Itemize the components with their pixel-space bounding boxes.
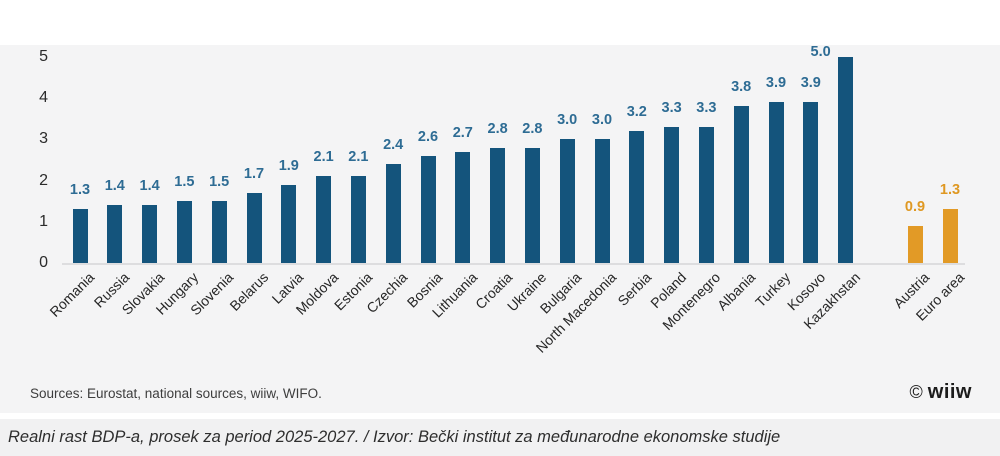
- bar-moldova: [316, 176, 332, 263]
- value-label-hungary: 1.5: [174, 174, 195, 191]
- bar-slovakia: [142, 205, 158, 263]
- bar-estonia: [350, 176, 366, 263]
- y-axis-tick-5: 5: [39, 48, 48, 65]
- value-label-estonia: 2.1: [348, 149, 369, 166]
- bar-bulgaria: [559, 139, 575, 263]
- bar-lithuania: [455, 151, 471, 263]
- y-axis-tick-2: 2: [39, 171, 48, 189]
- value-label-lithuania: 2.7: [452, 124, 473, 141]
- bar-belarus: [246, 192, 262, 263]
- bar-romania: [72, 209, 88, 263]
- value-label-czechia: 2.4: [383, 137, 404, 154]
- value-label-belarus: 1.7: [243, 165, 265, 182]
- caption-text: Realni rast BDP-a, prosek za period 2025…: [8, 428, 781, 446]
- x-axis-baseline: [62, 263, 965, 265]
- sources-note: Sources: Eurostat, national sources, wii…: [30, 386, 322, 401]
- value-label-turkey: 3.9: [765, 75, 787, 92]
- value-label-croatia: 2.8: [487, 120, 508, 137]
- value-label-austria: 0.9: [904, 198, 926, 215]
- value-label-russia: 1.4: [104, 178, 125, 195]
- bar-latvia: [281, 184, 297, 263]
- wiiw-logo: © wiiw: [910, 382, 973, 402]
- caption-strip: Realni rast BDP-a, prosek za period 2025…: [0, 419, 1000, 456]
- value-label-romania: 1.3: [69, 182, 91, 199]
- value-label-albania: 3.8: [731, 79, 752, 96]
- value-label-kosovo: 3.9: [800, 75, 821, 92]
- plot-area: 0 1 2 3 4 5 1.3 Romania 1.4 Russia 1.4 Slovakia 1.5 H…: [0, 44, 1000, 413]
- bar-turkey: [768, 102, 784, 263]
- bar-poland: [664, 127, 680, 263]
- value-label-slovenia: 1.5: [209, 174, 230, 191]
- y-axis-tick-0: 0: [39, 254, 48, 271]
- bar-north-macedonia: [594, 139, 610, 263]
- y-axis-tick-3: 3: [39, 130, 48, 148]
- chart-panel: 0 1 2 3 4 5 1.3 Romania 1.4 Russia 1.4 Slovakia 1.5 H…: [0, 44, 1000, 413]
- copyright-icon: ©: [909, 382, 923, 402]
- value-label-ukraine: 2.8: [522, 120, 543, 137]
- value-label-kazakhstan: 5.0: [810, 44, 831, 60]
- bar-russia: [107, 205, 123, 263]
- bar-albania: [733, 106, 749, 263]
- y-axis-tick-4: 4: [39, 89, 48, 107]
- bar-bosnia: [420, 155, 436, 263]
- bar-kosovo: [803, 102, 819, 263]
- value-label-euro-area: 1.3: [939, 182, 961, 199]
- bar-czechia: [385, 164, 401, 263]
- value-label-bosnia: 2.6: [417, 128, 439, 145]
- bar-austria: [907, 225, 923, 263]
- value-label-moldova: 2.1: [313, 149, 334, 166]
- bar-slovenia: [211, 201, 227, 263]
- y-axis-tick-1: 1: [39, 212, 48, 230]
- bar-euro-area: [942, 209, 958, 263]
- bar-croatia: [490, 147, 506, 263]
- value-label-bulgaria: 3.0: [557, 112, 578, 129]
- wiiw-logo-text: wiiw: [927, 381, 972, 403]
- value-label-poland: 3.3: [661, 100, 682, 117]
- bar-montenegro: [698, 127, 714, 263]
- value-label-slovakia: 1.4: [139, 178, 160, 195]
- value-label-north-macedonia: 3.0: [591, 112, 613, 129]
- bar-kazakhstan: [838, 57, 854, 263]
- bar-serbia: [629, 131, 645, 263]
- bar-ukraine: [524, 147, 540, 263]
- value-label-montenegro: 3.3: [696, 100, 717, 117]
- value-label-latvia: 1.9: [278, 157, 299, 174]
- value-label-serbia: 3.2: [626, 104, 647, 121]
- bar-hungary: [176, 201, 192, 263]
